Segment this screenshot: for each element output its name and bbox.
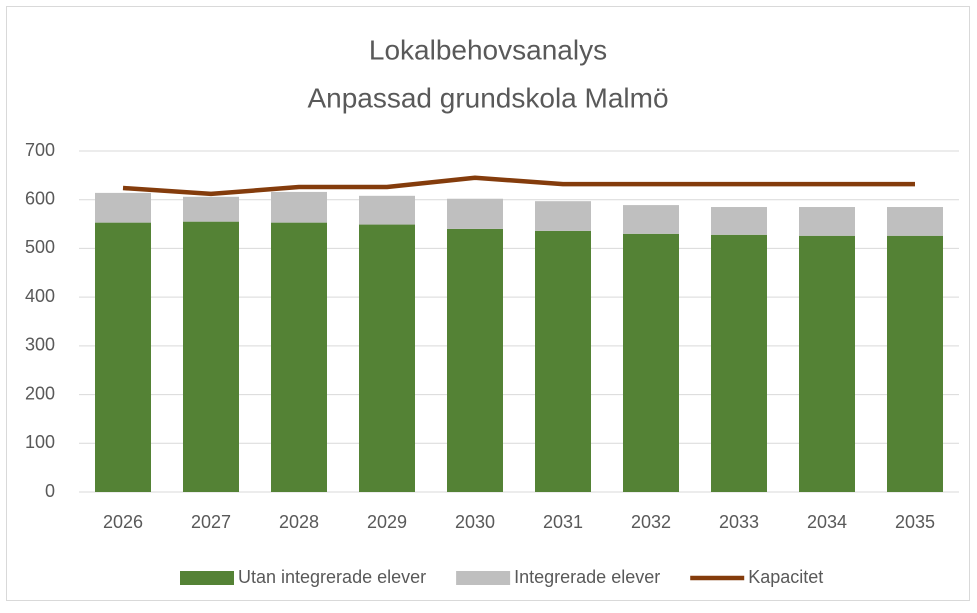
x-tick-label: 2035 bbox=[895, 512, 935, 532]
chart-title: Lokalbehovsanalys bbox=[369, 34, 607, 65]
bar bbox=[887, 235, 943, 492]
x-tick-label: 2034 bbox=[807, 512, 847, 532]
x-tick-label: 2032 bbox=[631, 512, 671, 532]
bar bbox=[271, 222, 327, 493]
y-tick-label: 700 bbox=[25, 140, 55, 160]
bar bbox=[359, 195, 415, 225]
bar bbox=[887, 207, 943, 236]
bar bbox=[535, 201, 591, 231]
bar bbox=[271, 191, 327, 223]
legend-label: Kapacitet bbox=[748, 567, 823, 587]
x-tick-label: 2030 bbox=[455, 512, 495, 532]
legend-label: Utan integrerade elever bbox=[238, 567, 426, 587]
bar bbox=[359, 224, 415, 492]
x-tick-label: 2031 bbox=[543, 512, 583, 532]
bar bbox=[95, 192, 151, 223]
y-tick-label: 600 bbox=[25, 188, 55, 208]
y-tick-label: 500 bbox=[25, 237, 55, 257]
bar bbox=[799, 235, 855, 492]
bar bbox=[535, 230, 591, 493]
x-tick-label: 2026 bbox=[103, 512, 143, 532]
bar bbox=[95, 222, 151, 493]
y-tick-label: 100 bbox=[25, 432, 55, 452]
y-tick-label: 300 bbox=[25, 335, 55, 355]
bar bbox=[711, 234, 767, 492]
x-tick-label: 2029 bbox=[367, 512, 407, 532]
y-tick-label: 200 bbox=[25, 383, 55, 403]
bar bbox=[799, 207, 855, 236]
y-tick-label: 400 bbox=[25, 286, 55, 306]
y-tick-label: 0 bbox=[45, 481, 55, 501]
x-tick-label: 2028 bbox=[279, 512, 319, 532]
chart-title: Anpassad grundskola Malmö bbox=[307, 82, 668, 113]
bar bbox=[711, 207, 767, 235]
x-tick-label: 2033 bbox=[719, 512, 759, 532]
legend-swatch bbox=[456, 571, 511, 585]
bar bbox=[623, 205, 679, 234]
legend-swatch bbox=[180, 571, 234, 585]
bar bbox=[447, 198, 503, 229]
bar bbox=[623, 233, 679, 493]
bar bbox=[183, 196, 239, 222]
line bbox=[122, 175, 915, 197]
legend-label: Integrerade elever bbox=[514, 567, 660, 587]
x-tick-label: 2027 bbox=[191, 512, 231, 532]
bar bbox=[183, 221, 239, 492]
bar bbox=[447, 228, 503, 492]
